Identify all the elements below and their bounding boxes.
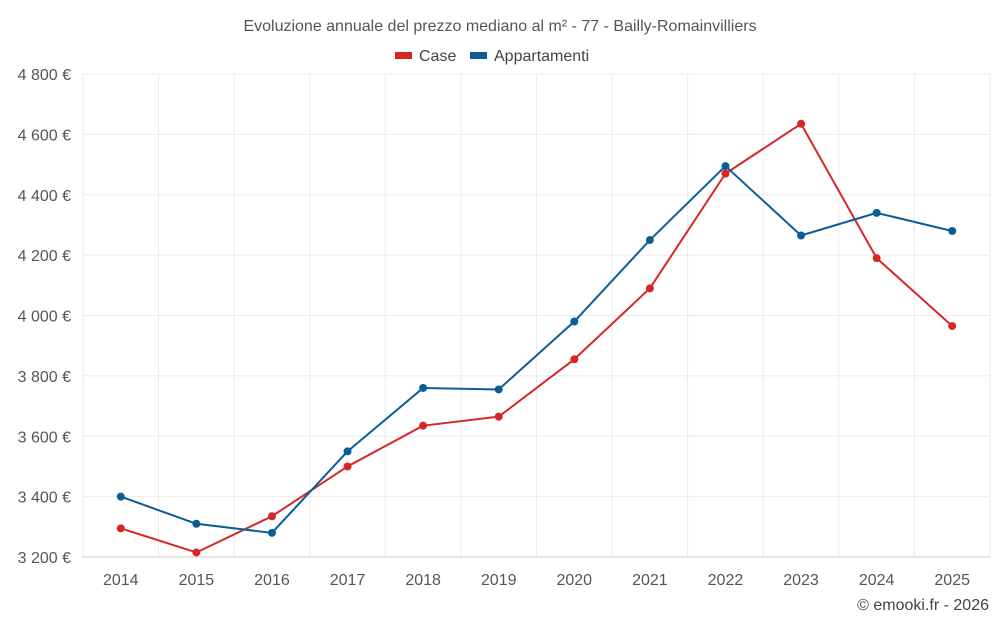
data-point-case-2022[interactable] — [721, 169, 730, 178]
data-point-appartamenti-2022[interactable] — [721, 162, 730, 171]
x-gridlines — [82, 74, 991, 557]
y-tick-label: 4 000 € — [18, 309, 71, 326]
legend-label-case: Case — [419, 48, 456, 65]
data-point-appartamenti-2014[interactable] — [116, 492, 125, 501]
data-point-case-2016[interactable] — [267, 512, 276, 521]
data-point-case-2020[interactable] — [570, 355, 579, 364]
data-point-case-2025[interactable] — [948, 322, 957, 331]
credit-text: © emooki.fr - 2026 — [857, 597, 989, 614]
data-point-appartamenti-2020[interactable] — [570, 317, 579, 326]
y-tick-label: 3 600 € — [18, 429, 71, 446]
x-tick-label: 2022 — [708, 572, 744, 589]
data-point-appartamenti-2024[interactable] — [872, 208, 881, 217]
data-point-appartamenti-2021[interactable] — [645, 236, 654, 245]
legend-swatch-appartamenti — [470, 52, 487, 59]
series-line-case — [120, 122, 953, 554]
y-tick-label: 4 400 € — [18, 188, 71, 205]
data-point-case-2024[interactable] — [872, 254, 881, 263]
legend-swatch-case — [395, 52, 412, 59]
x-tick-label: 2023 — [783, 572, 819, 589]
data-point-case-2015[interactable] — [192, 548, 201, 557]
data-point-appartamenti-2025[interactable] — [948, 226, 957, 235]
series-appartamenti — [116, 162, 957, 537]
x-tick-label: 2016 — [254, 572, 290, 589]
data-point-case-2017[interactable] — [343, 462, 352, 471]
y-tick-label: 3 800 € — [18, 369, 71, 386]
data-point-appartamenti-2019[interactable] — [494, 385, 503, 394]
legend-item-case[interactable]: Case — [395, 48, 456, 65]
x-tick-label: 2018 — [405, 572, 441, 589]
x-tick-label: 2020 — [556, 572, 592, 589]
data-point-appartamenti-2018[interactable] — [419, 383, 428, 392]
data-point-appartamenti-2015[interactable] — [192, 519, 201, 528]
x-tick-label: 2014 — [103, 572, 139, 589]
data-point-case-2018[interactable] — [419, 421, 428, 430]
series-line-appartamenti — [120, 165, 953, 534]
y-tick-label: 3 200 € — [18, 550, 71, 567]
data-point-case-2023[interactable] — [797, 119, 806, 128]
x-tick-label: 2021 — [632, 572, 668, 589]
x-tick-label: 2019 — [481, 572, 517, 589]
chart-title: Evoluzione annuale del prezzo mediano al… — [243, 18, 756, 35]
series-case — [116, 119, 957, 557]
series-layer — [116, 119, 957, 557]
y-tick-label: 4 600 € — [18, 127, 71, 144]
x-tick-label: 2025 — [934, 572, 970, 589]
data-point-case-2021[interactable] — [645, 284, 654, 293]
legend: Case Appartamenti — [395, 48, 589, 65]
x-tick-label: 2015 — [179, 572, 215, 589]
x-tick-label: 2017 — [330, 572, 366, 589]
y-tick-label: 3 400 € — [18, 490, 71, 507]
data-point-appartamenti-2017[interactable] — [343, 447, 352, 456]
x-tick-label: 2024 — [859, 572, 895, 589]
data-point-appartamenti-2016[interactable] — [267, 528, 276, 537]
data-point-case-2019[interactable] — [494, 412, 503, 421]
legend-item-appartamenti[interactable]: Appartamenti — [470, 48, 589, 65]
y-tick-label: 4 200 € — [18, 248, 71, 265]
legend-label-appartamenti: Appartamenti — [494, 48, 589, 65]
y-axis-ticks: 3 200 € 3 400 € 3 600 € 3 800 € 4 000 € 4 200… — [18, 67, 71, 567]
data-point-appartamenti-2023[interactable] — [797, 231, 806, 240]
data-point-case-2014[interactable] — [116, 524, 125, 533]
x-axis-ticks: 2014 2015 2016 2017 2018 2019 2020 2021 2022 2023… — [103, 572, 970, 589]
y-tick-label: 4 800 € — [18, 67, 71, 84]
